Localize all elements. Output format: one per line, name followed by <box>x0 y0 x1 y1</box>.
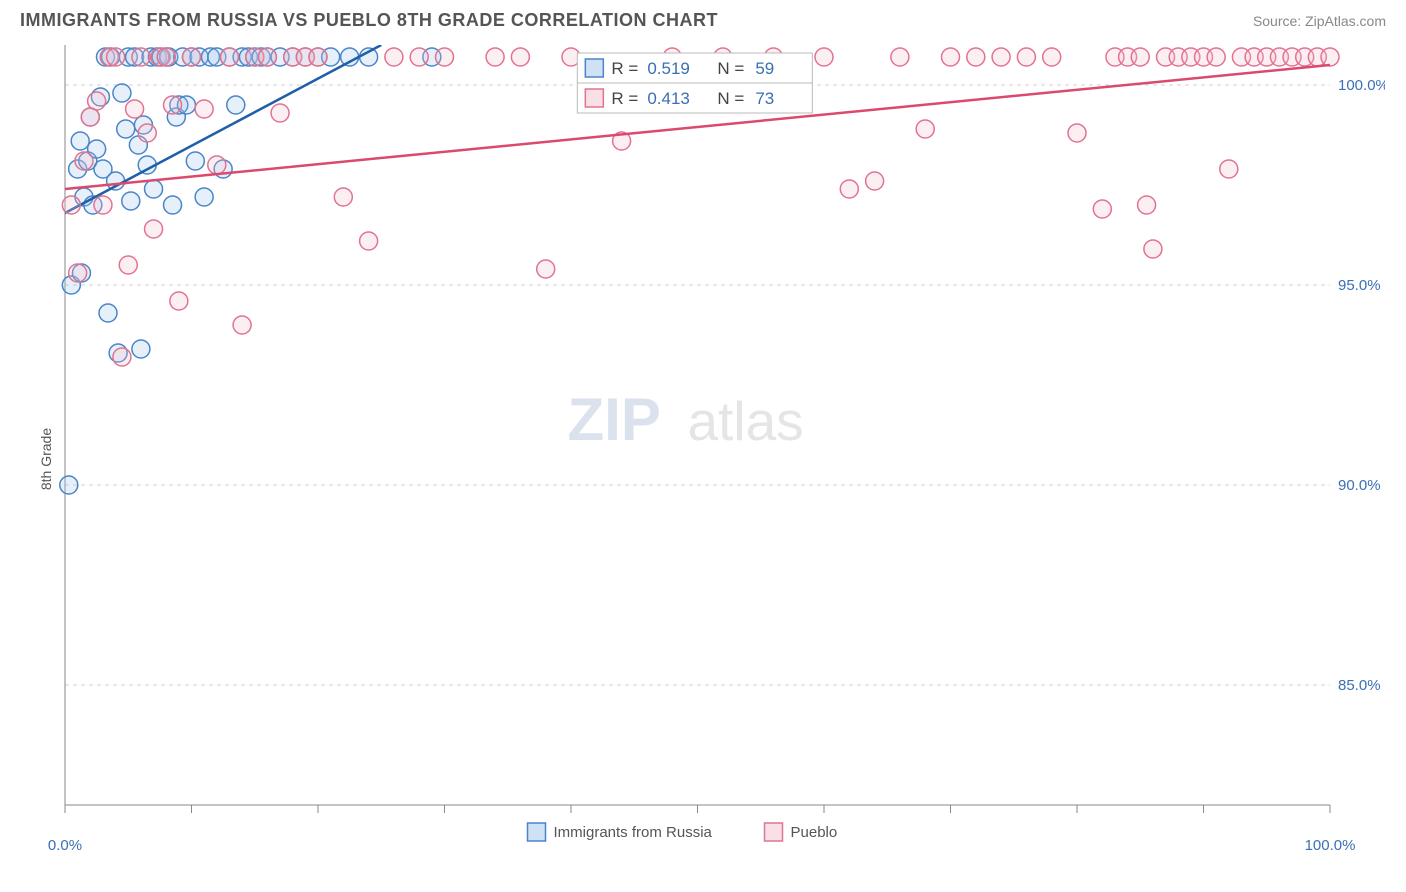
data-point <box>107 48 125 66</box>
watermark-atlas: atlas <box>688 390 804 452</box>
data-point <box>815 48 833 66</box>
data-point <box>486 48 504 66</box>
data-point <box>341 48 359 66</box>
data-point <box>1220 160 1238 178</box>
data-point <box>385 48 403 66</box>
legend-r-value: 0.519 <box>647 59 690 78</box>
x-tick-label: 100.0% <box>1305 837 1356 854</box>
bottom-legend-label: Pueblo <box>791 824 838 841</box>
data-point <box>62 196 80 214</box>
legend-swatch <box>585 89 603 107</box>
data-point <box>334 188 352 206</box>
data-point <box>967 48 985 66</box>
bottom-legend-label: Immigrants from Russia <box>554 824 713 841</box>
data-point <box>75 152 93 170</box>
data-point <box>170 292 188 310</box>
data-point <box>866 172 884 190</box>
data-point <box>1138 196 1156 214</box>
data-point <box>220 48 238 66</box>
data-point <box>99 304 117 322</box>
data-point <box>360 232 378 250</box>
data-point <box>145 220 163 238</box>
data-point <box>88 92 106 110</box>
data-point <box>1144 240 1162 258</box>
data-point <box>1321 48 1339 66</box>
data-point <box>410 48 428 66</box>
data-point <box>69 264 87 282</box>
data-point <box>942 48 960 66</box>
y-tick-label: 85.0% <box>1338 677 1381 694</box>
data-point <box>164 96 182 114</box>
y-tick-label: 100.0% <box>1338 77 1385 94</box>
data-point <box>208 156 226 174</box>
y-tick-label: 90.0% <box>1338 477 1381 494</box>
bottom-legend-swatch <box>765 823 783 841</box>
data-point <box>186 152 204 170</box>
chart-source: Source: ZipAtlas.com <box>1253 13 1386 29</box>
data-point <box>157 48 175 66</box>
data-point <box>309 48 327 66</box>
data-point <box>233 316 251 334</box>
data-point <box>113 84 131 102</box>
data-point <box>1068 124 1086 142</box>
data-point <box>132 340 150 358</box>
data-point <box>258 48 276 66</box>
data-point <box>916 120 934 138</box>
data-point <box>60 476 78 494</box>
legend-n-label: N = <box>717 59 744 78</box>
data-point <box>271 104 289 122</box>
chart-title: IMMIGRANTS FROM RUSSIA VS PUEBLO 8TH GRA… <box>20 10 718 31</box>
trend-line <box>65 45 381 213</box>
data-point <box>1017 48 1035 66</box>
data-point <box>126 100 144 118</box>
legend-r-label: R = <box>611 59 638 78</box>
data-point <box>537 260 555 278</box>
data-point <box>122 192 140 210</box>
legend-r-value: 0.413 <box>647 89 690 108</box>
data-point <box>183 48 201 66</box>
data-point <box>1207 48 1225 66</box>
data-point <box>511 48 529 66</box>
legend-n-value: 59 <box>755 59 774 78</box>
data-point <box>891 48 909 66</box>
legend-r-label: R = <box>611 89 638 108</box>
legend-n-label: N = <box>717 89 744 108</box>
data-point <box>992 48 1010 66</box>
data-point <box>71 132 89 150</box>
data-point <box>195 188 213 206</box>
data-point <box>840 180 858 198</box>
data-point <box>195 100 213 118</box>
data-point <box>145 180 163 198</box>
data-point <box>1043 48 1061 66</box>
legend-n-value: 73 <box>755 89 774 108</box>
data-point <box>1131 48 1149 66</box>
data-point <box>138 124 156 142</box>
watermark-zip: ZIP <box>568 386 661 453</box>
data-point <box>1093 200 1111 218</box>
data-point <box>227 96 245 114</box>
bottom-legend-swatch <box>528 823 546 841</box>
data-point <box>94 196 112 214</box>
data-point <box>117 120 135 138</box>
legend-swatch <box>585 59 603 77</box>
correlation-scatter-chart: 85.0% 90.0% 95.0% 100.0% 0.0% 100.0% ZIP atlas R… <box>20 45 1385 865</box>
data-point <box>113 348 131 366</box>
data-point <box>436 48 454 66</box>
data-point <box>132 48 150 66</box>
y-axis-label: 8th Grade <box>38 427 54 489</box>
y-tick-label: 95.0% <box>1338 277 1381 294</box>
data-point <box>119 256 137 274</box>
data-point <box>164 196 182 214</box>
x-tick-label: 0.0% <box>48 837 82 854</box>
